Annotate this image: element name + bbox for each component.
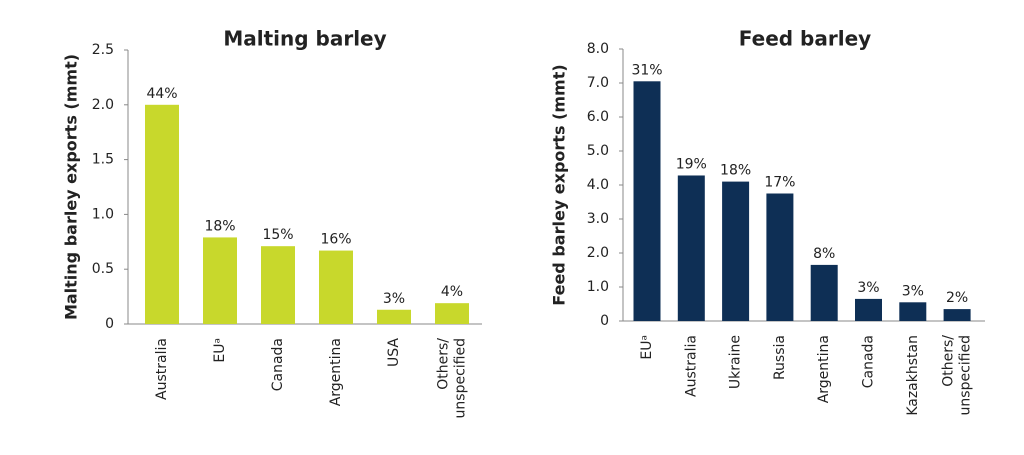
bar bbox=[810, 264, 838, 321]
x-tick-label: Ukraine bbox=[728, 335, 744, 389]
bar bbox=[145, 104, 179, 324]
bar bbox=[203, 237, 237, 324]
x-tick-label: Canada bbox=[861, 335, 877, 388]
bar bbox=[766, 193, 794, 321]
x-tick-label: EUᵃ bbox=[639, 335, 655, 360]
y-tick-label: 1.0 bbox=[92, 206, 114, 222]
y-tick-label: 4.0 bbox=[587, 177, 609, 193]
share-label: 18% bbox=[720, 163, 751, 179]
share-label: 44% bbox=[146, 86, 177, 102]
chart-title: Feed barley bbox=[739, 27, 871, 51]
bar bbox=[633, 81, 661, 321]
y-tick-label: 1.0 bbox=[587, 279, 609, 295]
share-label: 19% bbox=[676, 156, 707, 172]
x-tick-label: USA bbox=[386, 338, 402, 367]
x-tick-label: Others/unspecified bbox=[436, 338, 469, 419]
y-tick-label: 6.0 bbox=[587, 109, 609, 125]
share-label: 17% bbox=[764, 175, 795, 191]
share-label: 3% bbox=[383, 291, 405, 307]
y-tick-label: 3.0 bbox=[587, 211, 609, 227]
x-tick-label: Argentina bbox=[328, 338, 344, 406]
x-tick-label: Australia bbox=[683, 335, 699, 397]
bar bbox=[319, 250, 353, 324]
share-label: 3% bbox=[857, 280, 879, 296]
chart-title: Malting barley bbox=[223, 27, 386, 51]
share-label: 31% bbox=[631, 62, 662, 78]
y-axis-title: Feed barley exports (mmt) bbox=[550, 64, 569, 305]
bar bbox=[677, 175, 705, 321]
y-axis-title: Malting barley exports (mmt) bbox=[62, 54, 81, 320]
x-tick-label: Canada bbox=[270, 338, 286, 391]
bar bbox=[943, 309, 971, 321]
share-label: 4% bbox=[441, 284, 463, 300]
y-tick-label: 8.0 bbox=[587, 41, 609, 57]
bar bbox=[377, 309, 411, 324]
share-label: 8% bbox=[813, 246, 835, 262]
x-tick-label: Russia bbox=[772, 335, 788, 380]
share-label: 3% bbox=[902, 283, 924, 299]
share-label: 2% bbox=[946, 290, 968, 306]
y-tick-label: 0 bbox=[600, 313, 609, 329]
bar bbox=[899, 302, 927, 321]
y-tick-label: 2.5 bbox=[92, 42, 114, 58]
share-label: 16% bbox=[320, 232, 351, 248]
x-tick-label: EUᵃ bbox=[212, 338, 228, 363]
y-tick-label: 2.0 bbox=[92, 97, 114, 113]
y-tick-label: 7.0 bbox=[587, 75, 609, 91]
bar bbox=[435, 303, 469, 324]
bar bbox=[722, 181, 750, 321]
y-tick-label: 1.5 bbox=[92, 152, 114, 168]
x-tick-label: Others/unspecified bbox=[941, 335, 974, 416]
bar bbox=[261, 246, 295, 324]
x-tick-label: Kazakhstan bbox=[905, 335, 921, 416]
x-tick-label: Australia bbox=[154, 338, 170, 400]
y-tick-label: 2.0 bbox=[587, 245, 609, 261]
y-tick-label: 0.5 bbox=[92, 261, 114, 277]
y-tick-label: 5.0 bbox=[587, 143, 609, 159]
x-tick-label: Argentina bbox=[816, 335, 832, 403]
bar bbox=[855, 298, 882, 321]
y-tick-label: 0 bbox=[105, 316, 114, 332]
share-label: 15% bbox=[262, 227, 293, 243]
share-label: 18% bbox=[204, 218, 235, 234]
